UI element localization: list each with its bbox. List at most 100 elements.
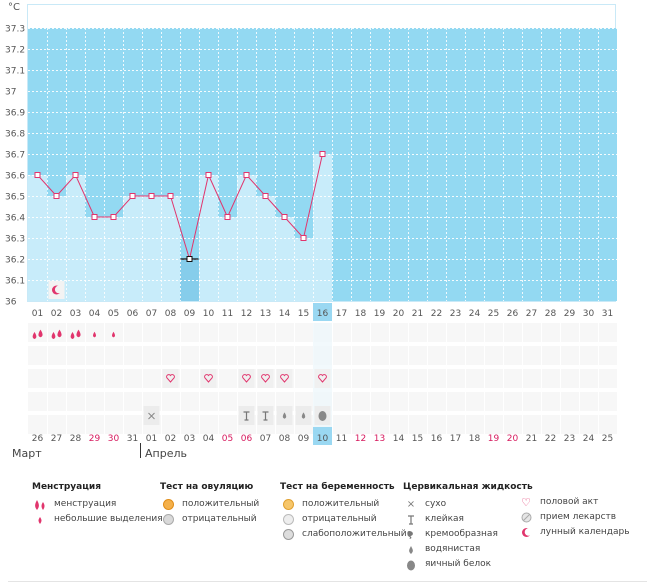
temperature-point bbox=[300, 235, 307, 241]
x-day-label: 24 bbox=[469, 309, 481, 319]
calendar-date-label: 21 bbox=[526, 434, 537, 444]
calendar-date-label: 03 bbox=[184, 434, 195, 444]
moon-icon-mask bbox=[54, 285, 63, 294]
x-day-label: 21 bbox=[412, 309, 423, 319]
heart-icon bbox=[242, 374, 251, 383]
legend-label: яичный белок bbox=[425, 559, 492, 569]
y-tick-label: 36 bbox=[5, 298, 17, 308]
x-day-label: 04 bbox=[89, 309, 101, 319]
temperature-point bbox=[319, 151, 326, 157]
temperature-point bbox=[205, 172, 212, 178]
x-day-label: 25 bbox=[488, 309, 499, 319]
current-day-highlight bbox=[313, 303, 332, 321]
heart-cell bbox=[162, 369, 179, 388]
legend-pregnancy: Тест на беременность положительный отриц… bbox=[280, 480, 407, 542]
legend-item: прием лекарств bbox=[518, 510, 630, 525]
menstruation-drop-icon bbox=[38, 329, 43, 338]
legend-menstruation-title: Менструация bbox=[32, 482, 101, 492]
y-tick-label: 37.1 bbox=[5, 67, 25, 77]
y-tick-label: 36.4 bbox=[5, 214, 25, 224]
menstruation-drops-icon bbox=[32, 499, 48, 511]
calendar-date-label: 17 bbox=[450, 434, 461, 444]
sticky-icon bbox=[403, 514, 419, 526]
pregnancy-weak-positive-icon bbox=[280, 529, 296, 541]
bottom-divider bbox=[8, 581, 647, 582]
y-tick-label: 36.8 bbox=[5, 130, 25, 140]
temperature-bar bbox=[66, 175, 85, 301]
watery-icon bbox=[282, 412, 287, 419]
calendar-date-label: 06 bbox=[241, 434, 253, 444]
calendar-date-label: 13 bbox=[374, 434, 385, 444]
temperature-bar bbox=[161, 196, 180, 301]
menstruation-drop-icon bbox=[57, 329, 62, 338]
temperature-bar bbox=[313, 154, 332, 301]
y-tick-label: 36.1 bbox=[5, 277, 25, 287]
y-tick-label: 37 bbox=[5, 88, 16, 98]
legend-label: отрицательный bbox=[182, 514, 257, 524]
legend-label: половой акт bbox=[540, 497, 599, 507]
calendar-date-label: 24 bbox=[583, 434, 595, 444]
calendar-date-label: 31 bbox=[127, 434, 138, 444]
calendar-date-label: 14 bbox=[393, 434, 405, 444]
calendar-date-label: 05 bbox=[222, 434, 233, 444]
temperature-point bbox=[243, 172, 250, 178]
legend-label: небольшие выделения bbox=[54, 514, 163, 524]
legend-pregnancy-title: Тест на беременность bbox=[280, 482, 395, 492]
temperature-bar bbox=[47, 196, 66, 301]
calendar-date-label: 27 bbox=[51, 434, 62, 444]
calendar-date-label: 11 bbox=[336, 434, 347, 444]
x-day-label: 26 bbox=[507, 309, 519, 319]
legend-item: менструация bbox=[32, 497, 163, 512]
legend-label: прием лекарств bbox=[540, 512, 617, 522]
legend-item: кремообразная bbox=[403, 527, 533, 542]
y-tick-label: 37.3 bbox=[5, 25, 25, 35]
watery-icon bbox=[403, 544, 419, 556]
x-day-label: 05 bbox=[108, 309, 119, 319]
x-day-label: 10 bbox=[203, 309, 215, 319]
pill-icon bbox=[518, 512, 534, 524]
temperature-bar bbox=[294, 238, 313, 301]
x-day-label: 11 bbox=[222, 309, 233, 319]
heart-icon bbox=[261, 374, 270, 383]
x-day-label: 13 bbox=[260, 309, 271, 319]
dry-icon bbox=[148, 412, 155, 420]
today-highlight bbox=[313, 427, 332, 445]
moon-icon bbox=[518, 527, 534, 539]
creamy-icon bbox=[403, 529, 419, 541]
x-day-label: 02 bbox=[51, 309, 62, 319]
x-day-label: 31 bbox=[602, 309, 613, 319]
calendar-date-label: 29 bbox=[89, 434, 101, 444]
legend-label: отрицательный bbox=[302, 514, 377, 524]
calendar-date-label: 01 bbox=[146, 434, 157, 444]
temperature-bar bbox=[142, 196, 161, 301]
menstruation-drop-icon bbox=[76, 329, 81, 338]
heart-cell bbox=[238, 369, 255, 388]
legend-cervical: Цервикальная жидкость × сухо клейкая кре… bbox=[403, 480, 533, 572]
calendar-date-label: 15 bbox=[412, 434, 423, 444]
y-tick-label: 36.3 bbox=[5, 235, 25, 245]
menstruation-drop-icon bbox=[70, 332, 75, 339]
menstruation-drop-icon bbox=[51, 332, 56, 339]
y-tick-label: 36.9 bbox=[5, 109, 25, 119]
egg-white-icon bbox=[318, 411, 327, 421]
x-day-label: 08 bbox=[165, 309, 177, 319]
x-day-label: 29 bbox=[564, 309, 576, 319]
x-day-label: 22 bbox=[431, 309, 442, 319]
x-day-label: 16 bbox=[317, 309, 329, 319]
y-axis-ticks: 36 36.1 36.2 36.3 36.4 36.5 36.6 36.7 36.8 36.9 37… bbox=[5, 25, 25, 308]
x-day-label: 23 bbox=[450, 309, 461, 319]
temperature-bar bbox=[237, 175, 256, 301]
calendar-date-label: 26 bbox=[32, 434, 44, 444]
calendar-date-label: 22 bbox=[545, 434, 556, 444]
heart-icon bbox=[166, 374, 175, 383]
ovulation-negative-icon bbox=[160, 514, 176, 526]
x-day-label: 17 bbox=[336, 309, 347, 319]
calendar-date-label: 04 bbox=[203, 434, 215, 444]
x-day-label: 12 bbox=[241, 309, 252, 319]
calendar-date-label: 18 bbox=[469, 434, 481, 444]
legend-item: водянистая bbox=[403, 542, 533, 557]
legend-item: отрицательный bbox=[280, 512, 407, 527]
calendar-date-label: 10 bbox=[317, 434, 329, 444]
temperature-point bbox=[129, 193, 136, 199]
temperature-point bbox=[91, 214, 98, 220]
